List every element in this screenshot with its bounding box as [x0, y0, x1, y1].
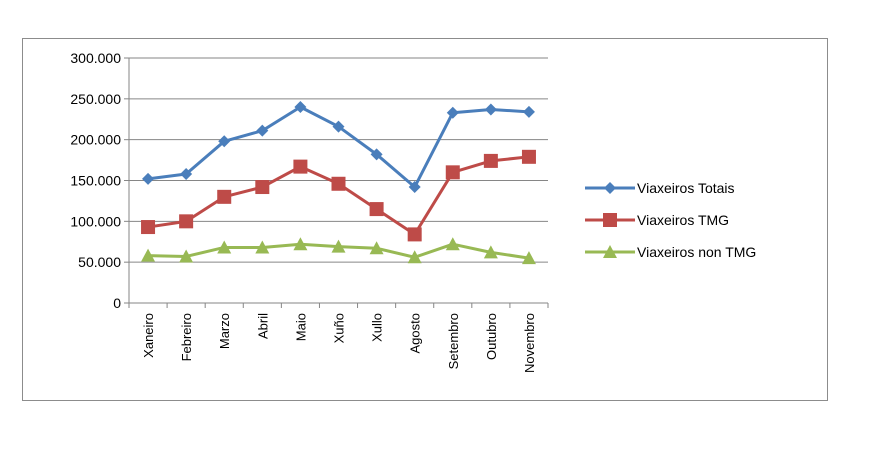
data-point: [217, 240, 232, 254]
y-tick-label: 300.000: [70, 50, 121, 66]
x-tick-label: Abril: [255, 313, 270, 339]
data-point: [407, 250, 422, 264]
data-point: [522, 105, 535, 118]
data-point: [294, 101, 307, 113]
x-tick-label: Maio: [293, 313, 308, 341]
data-point: [407, 227, 422, 242]
x-tick-label: Xaneiro: [141, 313, 156, 358]
data-point: [331, 239, 346, 253]
data-point: [446, 106, 459, 119]
data-point: [293, 237, 308, 251]
data-point: [255, 180, 270, 195]
data-point: [179, 249, 194, 263]
legend-marker: [603, 213, 617, 227]
x-tick-label: Febreiro: [179, 313, 194, 361]
data-point: [293, 159, 308, 174]
data-point: [445, 165, 460, 180]
data-point: [332, 120, 345, 133]
x-tick-label: Xullo: [370, 313, 385, 342]
legend-label: Viaxeiros TMG: [637, 212, 729, 228]
data-point: [369, 202, 384, 217]
data-point: [141, 220, 156, 235]
series-line: [147, 155, 530, 236]
x-tick-label: Xuño: [332, 313, 347, 343]
data-point: [370, 148, 383, 161]
data-point: [331, 176, 346, 191]
data-point: [521, 251, 536, 265]
series-1: [147, 155, 530, 236]
data-point: [141, 248, 156, 262]
data-point: [369, 241, 384, 255]
y-tick-label: 250.000: [70, 91, 121, 107]
data-point: [483, 153, 498, 168]
data-point: [218, 135, 231, 148]
legend-marker: [604, 182, 616, 194]
legend-label: Viaxeiros Totais: [637, 180, 735, 196]
y-tick-label: 200.000: [70, 132, 121, 148]
data-point: [521, 149, 536, 164]
y-tick-label: 150.000: [70, 173, 121, 189]
y-tick-label: 0: [113, 295, 121, 311]
series-0: [147, 105, 530, 189]
legend-marker: [603, 245, 617, 258]
legend-label: Viaxeiros non TMG: [637, 244, 756, 260]
x-tick-label: Outubro: [484, 313, 499, 360]
x-tick-label: Novembro: [522, 313, 537, 373]
data-point: [483, 245, 498, 259]
data-point: [142, 172, 155, 185]
data-point: [179, 214, 194, 229]
data-point: [484, 103, 497, 116]
y-tick-label: 50.000: [78, 254, 121, 270]
x-tick-label: Agosto: [408, 313, 423, 353]
data-point: [256, 124, 269, 137]
data-point: [445, 237, 460, 251]
y-tick-label: 100.000: [70, 213, 121, 229]
data-point: [217, 189, 232, 204]
data-point: [408, 181, 421, 194]
data-point: [255, 240, 270, 254]
x-tick-label: Marzo: [217, 313, 232, 349]
x-tick-label: Setembro: [446, 313, 461, 369]
series-line: [147, 105, 530, 189]
data-point: [180, 167, 193, 180]
